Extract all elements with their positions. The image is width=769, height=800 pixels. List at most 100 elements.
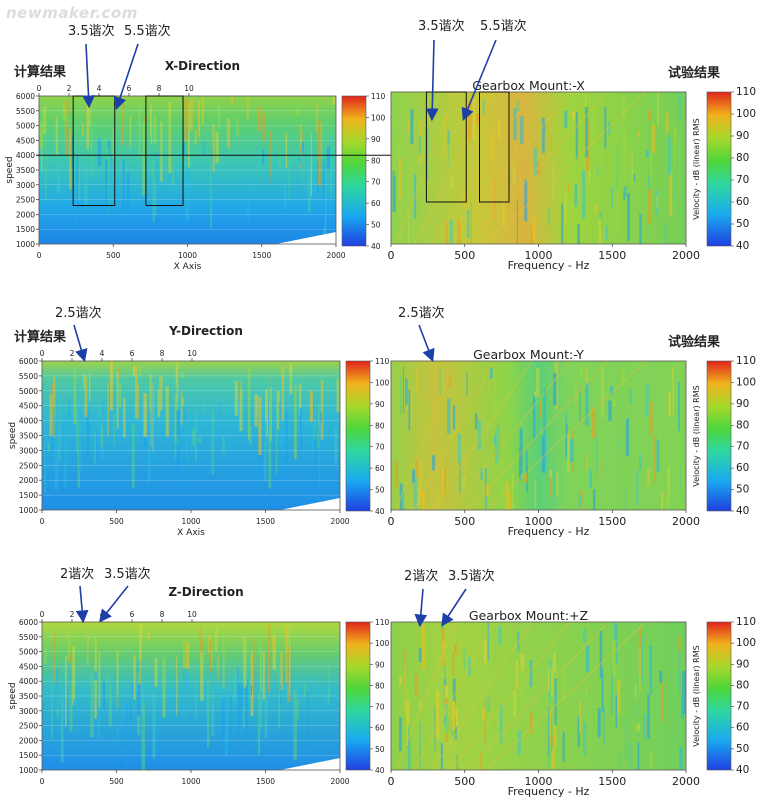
heatmap-cell <box>89 695 91 736</box>
heatmap-cell <box>400 376 402 414</box>
annotation-arrow <box>73 324 88 363</box>
heatmap-cell <box>129 115 132 157</box>
heatmap-cell <box>238 381 241 401</box>
chart-sim-z: 0 500 1000 1500 2000100015002000250030003500… <box>8 585 390 786</box>
heatmap-cell <box>165 386 169 437</box>
heatmap-cell <box>577 716 580 747</box>
colorbar <box>706 360 732 512</box>
heatmap-cell <box>494 179 495 219</box>
heatmap-cell <box>142 124 145 196</box>
heatmap-cell <box>306 691 309 748</box>
heatmap-cell <box>520 688 523 702</box>
heatmap-cell <box>125 702 128 770</box>
order-tick-label: 4 <box>97 84 102 93</box>
heatmap-cell <box>454 643 457 654</box>
heatmap-cell <box>299 129 303 169</box>
heatmap-cell <box>530 226 534 244</box>
heatmap-cell <box>610 386 614 396</box>
heatmap-cell <box>403 366 405 414</box>
colorbar-tick-label: 110 <box>375 357 390 366</box>
heatmap-cell <box>206 678 210 748</box>
heatmap-cell <box>601 668 604 712</box>
heatmap-cell <box>567 434 570 472</box>
heatmap-cell <box>281 365 285 421</box>
heatmap-cell <box>211 691 215 736</box>
heatmap-cell <box>596 165 599 176</box>
heatmap-cell <box>516 200 518 244</box>
heatmap-cell <box>553 467 555 506</box>
heatmap-cell <box>399 677 402 686</box>
heatmap-cell <box>543 388 546 439</box>
heatmap-cell <box>126 173 130 219</box>
heatmap-cell <box>168 102 171 173</box>
heatmap-cell <box>678 650 681 693</box>
heatmap-cell <box>415 456 418 497</box>
x-tick-label: 2000 <box>672 249 700 262</box>
heatmap-cell <box>664 222 667 244</box>
heatmap-cell <box>195 662 197 718</box>
heatmap-cell <box>404 662 406 712</box>
heatmap-cell <box>73 699 77 707</box>
heatmap-cell <box>139 364 142 376</box>
order-line <box>395 360 457 511</box>
heatmap-cell <box>549 710 551 740</box>
heatmap-cell <box>457 433 461 463</box>
heatmap-cell <box>218 105 220 129</box>
x-tick-label: 1500 <box>598 515 626 528</box>
heatmap-cell <box>257 138 260 180</box>
heatmap-cell <box>434 706 436 753</box>
heatmap-cell <box>636 470 639 507</box>
heatmap-cell <box>508 165 511 189</box>
heatmap-cell <box>138 104 141 157</box>
heatmap-cell <box>326 146 331 170</box>
x-tick-label: 1000 <box>525 249 553 262</box>
heatmap-cell <box>650 155 652 179</box>
x-tick-label: 500 <box>109 517 124 526</box>
harmonic-annotation-label: 3.5谐次 <box>448 568 495 584</box>
x-axis-label: Frequency - Hz <box>508 259 590 272</box>
heatmap-cell <box>553 726 557 747</box>
heatmap-cell <box>647 467 650 487</box>
heatmap-cell <box>512 166 516 184</box>
heatmap-cell <box>637 742 640 770</box>
heatmap-cell <box>635 704 639 715</box>
colorbar <box>706 621 732 771</box>
heatmap-cell <box>452 700 456 731</box>
heatmap-cell <box>134 365 138 419</box>
harmonic-annotation-label: 3.5谐次 <box>104 566 151 582</box>
order-line <box>485 360 647 511</box>
heatmap-cell <box>147 632 150 640</box>
heatmap-cell <box>336 379 340 413</box>
heatmap-cell <box>184 409 186 422</box>
heatmap-cell <box>679 94 681 122</box>
heatmap-cell <box>586 451 588 472</box>
chart-title: Gearbox Mount:-X <box>472 78 585 93</box>
heatmap-cell <box>52 405 55 453</box>
heatmap-cell <box>445 219 448 244</box>
heatmap-cell <box>484 698 487 745</box>
heatmap-cell <box>647 694 650 739</box>
heatmap-cell <box>448 137 450 167</box>
colorbar-tick-label: 50 <box>375 745 385 754</box>
heatmap-cell <box>66 106 70 114</box>
y-tick-label: 1500 <box>16 225 35 234</box>
heatmap-cell <box>529 660 533 687</box>
y-tick-label: 5500 <box>19 633 38 642</box>
heatmap-cell <box>568 182 570 194</box>
x-axis-label: X Axis <box>177 528 205 538</box>
heatmap-cell <box>197 100 201 138</box>
heatmap-cell <box>97 693 101 738</box>
heatmap-cell <box>285 640 288 684</box>
colorbar-tick-label: 90 <box>736 130 749 142</box>
x-tick-label: 1000 <box>178 251 197 260</box>
heatmap-cell <box>623 186 627 198</box>
heatmap-cell <box>284 156 286 209</box>
colorbar-tick-label: 60 <box>375 724 385 733</box>
heatmap-cell <box>406 700 410 745</box>
heatmap-cell <box>575 380 577 405</box>
colorbar-tick-label: 80 <box>736 679 749 691</box>
heatmap-cell <box>436 691 440 739</box>
heatmap-cell <box>636 723 640 732</box>
y-tick-label: 5000 <box>19 387 38 396</box>
order-line <box>467 621 609 771</box>
